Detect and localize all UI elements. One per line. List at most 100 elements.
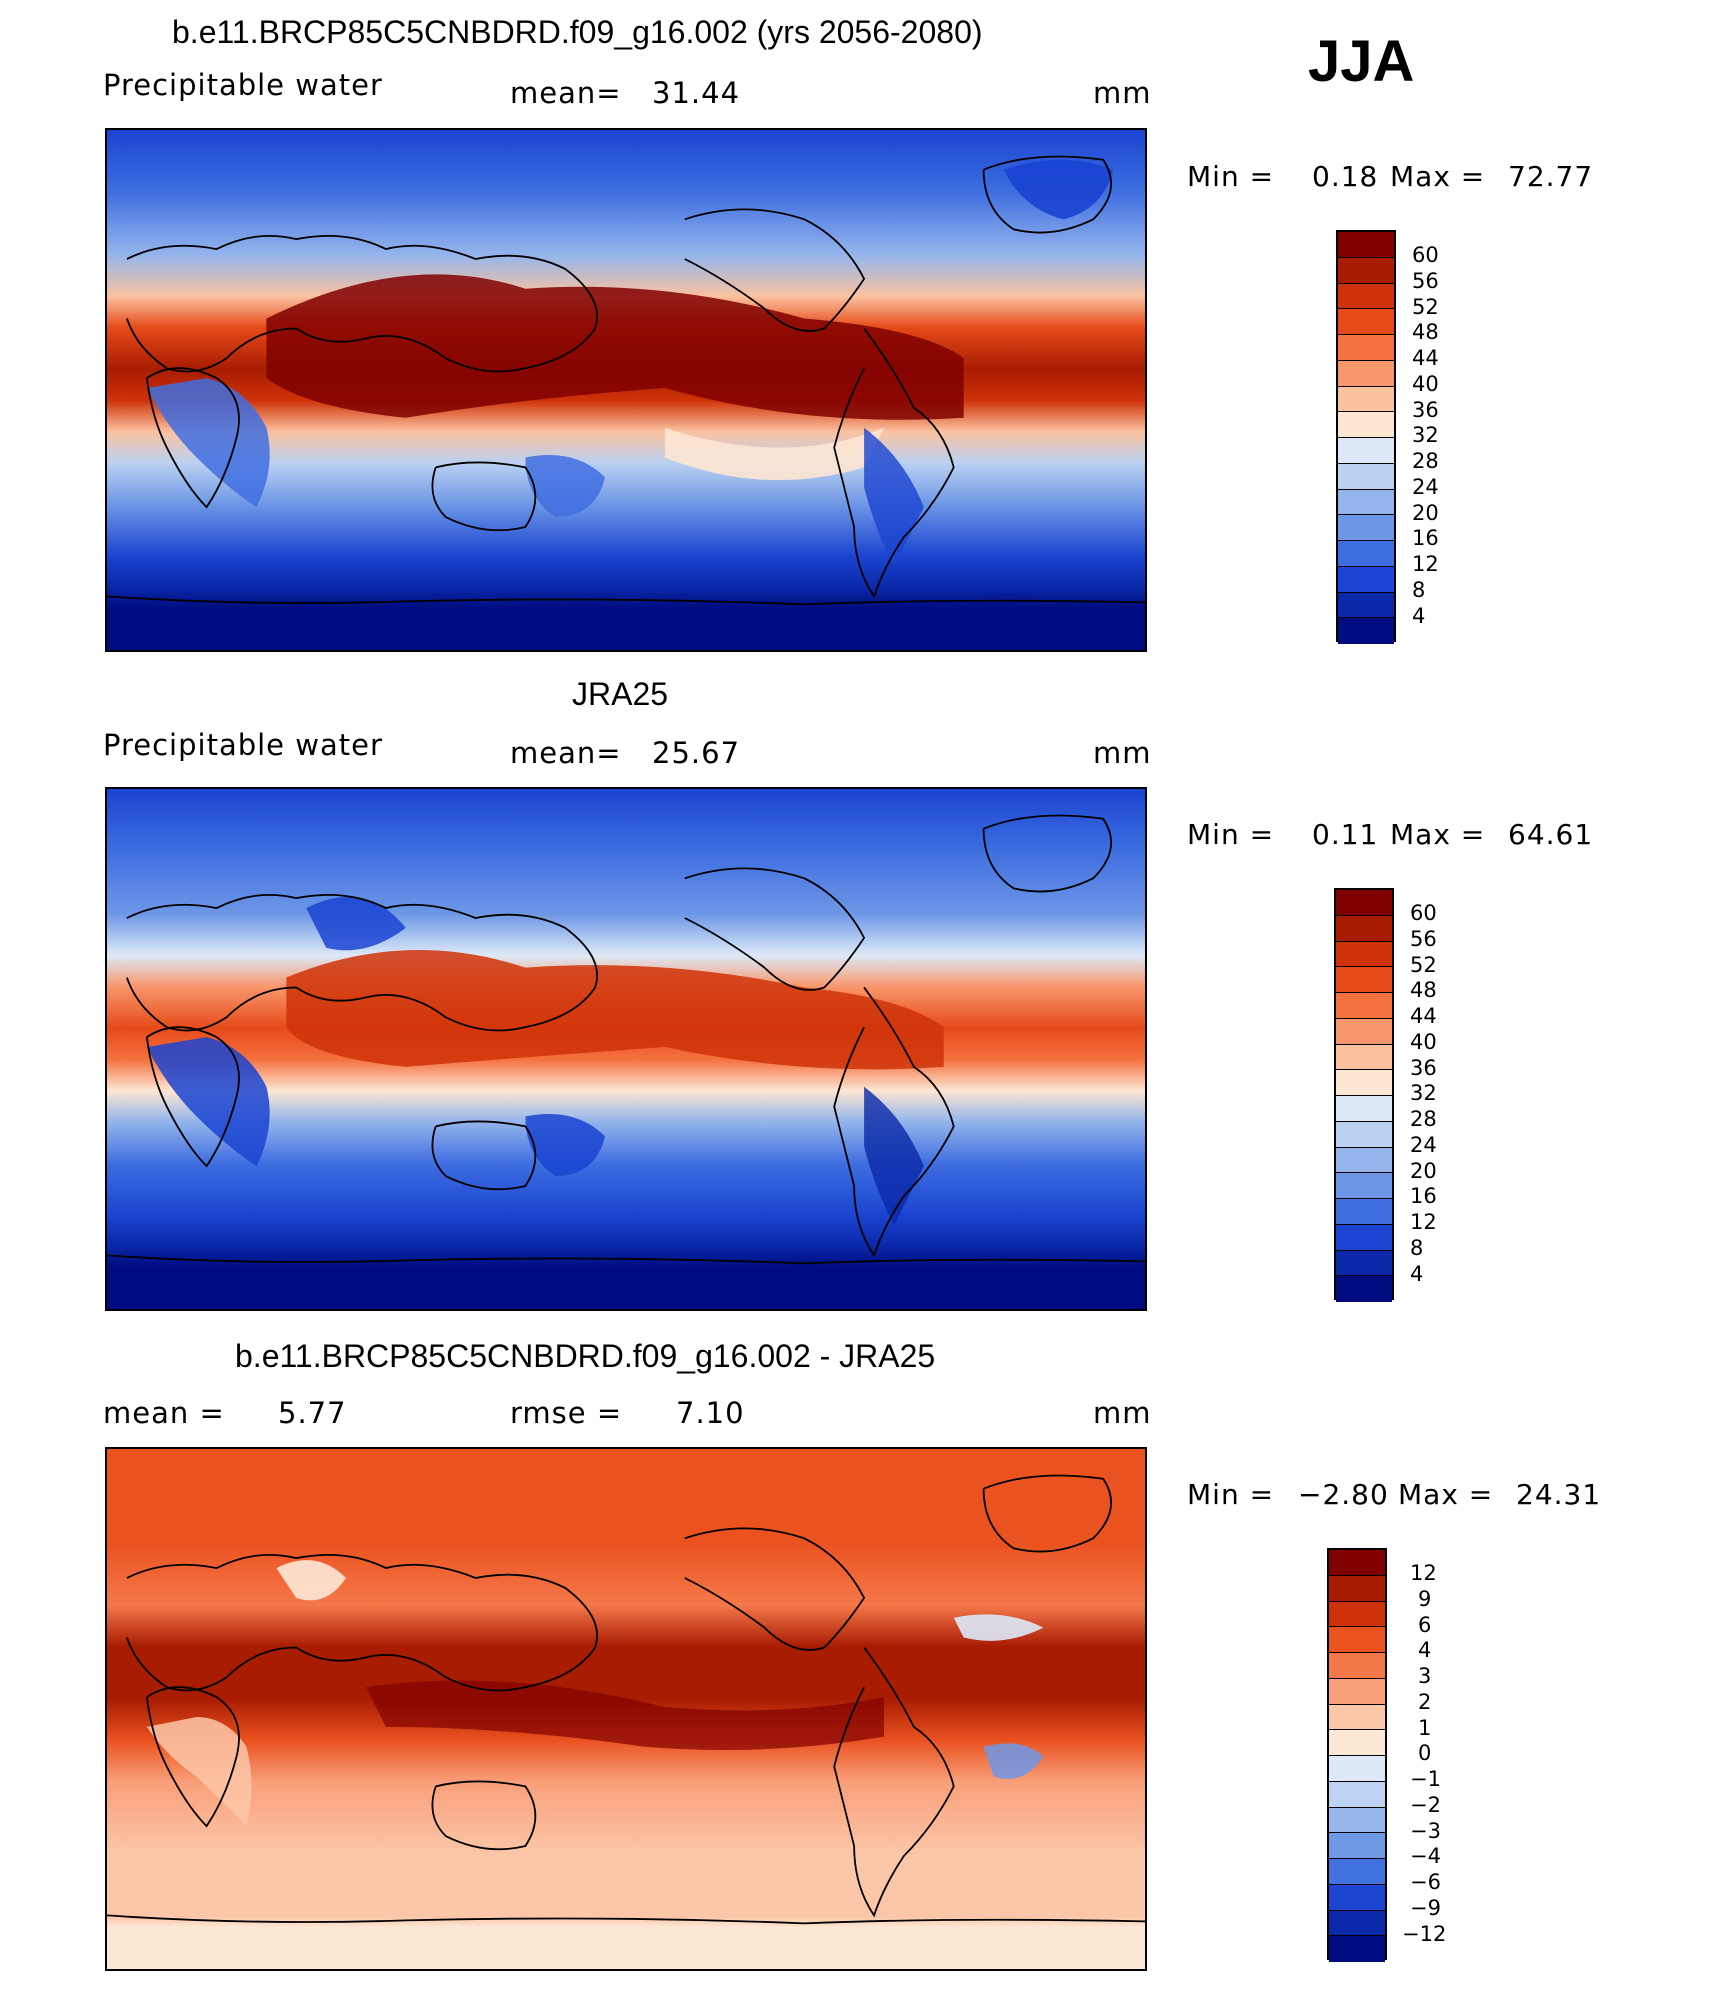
colorbar-tick-label: 40 (1412, 372, 1439, 396)
colorbar-tick-label: 32 (1410, 1081, 1437, 1105)
panel3-colorbar-swatch (1329, 1833, 1385, 1859)
panel2-colorbar-swatch (1336, 1018, 1392, 1045)
colorbar-tick-label: 3 (1418, 1664, 1432, 1688)
panel2-colorbar-swatch (1336, 1096, 1392, 1122)
panel2-colorbar-swatch (1336, 1224, 1392, 1251)
panel3-max-label: Max = (1398, 1478, 1494, 1511)
colorbar-tick-label: 48 (1410, 978, 1437, 1002)
panel3-colorbar-swatch (1329, 1756, 1385, 1782)
panel3-min-label: Min = (1187, 1478, 1275, 1511)
panel1-units: mm (1093, 76, 1152, 110)
panel3-colorbar-swatch (1329, 1781, 1385, 1808)
panel1-colorbar-swatch (1338, 438, 1394, 464)
colorbar-tick-label: 6 (1418, 1613, 1432, 1637)
colorbar-tick-label: −2 (1410, 1793, 1441, 1817)
colorbar-tick-label: 52 (1410, 953, 1437, 977)
colorbar-tick-label: 9 (1418, 1587, 1432, 1611)
colorbar-tick-label: 48 (1412, 320, 1439, 344)
panel2-colorbar (1334, 888, 1394, 1302)
panel2-colorbar-swatch (1336, 1276, 1392, 1302)
panel2-colorbar-swatch (1336, 1147, 1392, 1174)
colorbar-tick-label: 32 (1412, 423, 1439, 447)
colorbar-tick-label: 1 (1418, 1716, 1432, 1740)
panel3-colorbar-swatch (1329, 1678, 1385, 1705)
panel1-mean-value: 31.44 (652, 76, 741, 110)
panel2-max-value: 64.61 (1508, 818, 1594, 851)
panel1-colorbar-swatch (1338, 566, 1394, 593)
panel2-colorbar-swatch (1336, 993, 1392, 1019)
panel2-colorbar-swatch (1336, 967, 1392, 993)
panel3-colorbar-swatch (1329, 1730, 1385, 1756)
colorbar-tick-label: 44 (1412, 346, 1439, 370)
panel2-min-value: 0.11 (1312, 818, 1379, 851)
colorbar-tick-label: 56 (1410, 927, 1437, 951)
colorbar-tick-label: 28 (1412, 449, 1439, 473)
panel2-colorbar-swatch (1336, 941, 1392, 968)
panel2-colorbar-swatch (1336, 1173, 1392, 1199)
colorbar-tick-label: 0 (1418, 1741, 1432, 1765)
panel2-colorbar-swatch (1336, 915, 1392, 942)
colorbar-tick-label: −4 (1410, 1844, 1441, 1868)
panel1-colorbar-swatch (1338, 592, 1394, 619)
colorbar-tick-label: 12 (1412, 552, 1439, 576)
colorbar-tick-label: 8 (1410, 1236, 1424, 1260)
colorbar-tick-label: −1 (1410, 1767, 1441, 1791)
colorbar-tick-label: 4 (1412, 604, 1426, 628)
panel2-units: mm (1093, 736, 1152, 770)
panel3-title: b.e11.BRCP85C5CNBDRD.f09_g16.002 - JRA25 (235, 1338, 936, 1374)
panel3-map (105, 1447, 1147, 1971)
panel3-colorbar-swatch (1329, 1910, 1385, 1937)
panel1-colorbar-swatch (1338, 232, 1394, 258)
colorbar-tick-label: 20 (1412, 501, 1439, 525)
panel1-colorbar-swatch (1338, 541, 1394, 567)
panel1-min-value: 0.18 (1312, 160, 1379, 193)
panel3-colorbar-swatch (1329, 1627, 1385, 1653)
panel3-colorbar-swatch (1329, 1704, 1385, 1731)
panel3-colorbar-swatch (1329, 1936, 1385, 1962)
panel1-colorbar-swatch (1338, 257, 1394, 284)
panel2-mean-value: 25.67 (652, 736, 741, 770)
panel2-title: JRA25 (572, 676, 669, 712)
colorbar-tick-label: 40 (1410, 1030, 1437, 1054)
colorbar-tick-label: 20 (1410, 1159, 1437, 1183)
panel3-rmse-label: rmse = (510, 1396, 623, 1430)
panel1-colorbar (1336, 230, 1396, 644)
colorbar-tick-label: 52 (1412, 295, 1439, 319)
colorbar-tick-label: 28 (1410, 1107, 1437, 1131)
panel2-max-label: Max = (1390, 818, 1486, 851)
colorbar-tick-label: 24 (1412, 475, 1439, 499)
panel1-colorbar-swatch (1338, 386, 1394, 413)
panel2-colorbar-swatch (1336, 1199, 1392, 1225)
colorbar-tick-label: −9 (1410, 1896, 1441, 1920)
colorbar-tick-label: 12 (1410, 1210, 1437, 1234)
colorbar-tick-label: 36 (1412, 398, 1439, 422)
panel3-mean-label: mean = (103, 1396, 225, 1430)
colorbar-tick-label: 36 (1410, 1056, 1437, 1080)
colorbar-tick-label: 4 (1418, 1638, 1432, 1662)
panel1-colorbar-swatch (1338, 489, 1394, 516)
season-label: JJA (1308, 29, 1415, 94)
panel1-coastlines (107, 155, 1145, 606)
panel3-max-value: 24.31 (1516, 1478, 1602, 1511)
panel3-rmse-value: 7.10 (676, 1396, 745, 1430)
colorbar-tick-label: 60 (1410, 901, 1437, 925)
panel1-variable: Precipitable water (103, 68, 383, 102)
panel3-units: mm (1093, 1396, 1152, 1430)
colorbar-tick-label: 24 (1410, 1133, 1437, 1157)
panel1-colorbar-swatch (1338, 515, 1394, 541)
panel1-colorbar-swatch (1338, 360, 1394, 387)
panel1-colorbar-swatch (1338, 283, 1394, 310)
colorbar-tick-label: 8 (1412, 578, 1426, 602)
colorbar-tick-label: 12 (1410, 1561, 1437, 1585)
panel1-map (105, 128, 1147, 652)
panel1-colorbar-swatch (1338, 618, 1394, 644)
panel3-colorbar-swatch (1329, 1859, 1385, 1885)
panel3-colorbar-swatch (1329, 1601, 1385, 1628)
panel2-colorbar-swatch (1336, 890, 1392, 916)
colorbar-tick-label: −3 (1410, 1819, 1441, 1843)
panel3-coastlines (107, 1474, 1145, 1925)
colorbar-tick-label: −12 (1402, 1922, 1447, 1946)
panel1-max-label: Max = (1390, 160, 1486, 193)
colorbar-tick-label: −6 (1410, 1870, 1441, 1894)
colorbar-tick-label: 56 (1412, 269, 1439, 293)
